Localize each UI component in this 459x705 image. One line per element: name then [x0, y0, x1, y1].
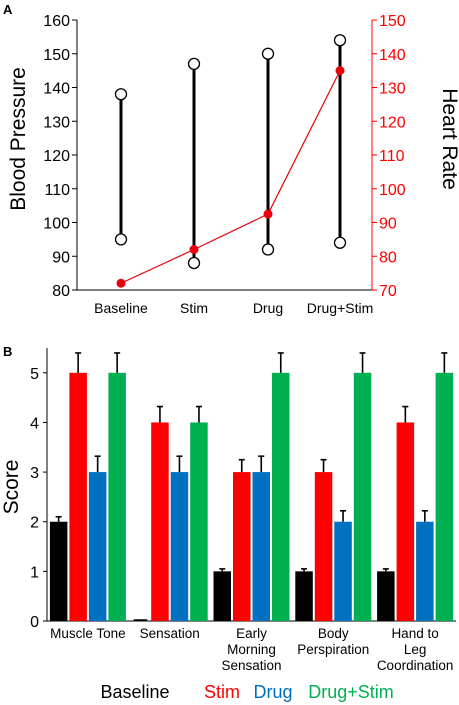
- bar-drug-stim: [272, 372, 290, 621]
- panel-b-x-tick-label: Early Morning Sensation: [221, 626, 281, 673]
- panel-a-label: A: [3, 2, 13, 17]
- bar-drug: [334, 521, 352, 621]
- panel-a-y-tick-label: 140: [43, 81, 70, 98]
- panel-b-label: B: [3, 344, 12, 359]
- panel-a-y2-tick-label: 140: [379, 47, 406, 64]
- panel-a-y2-tick-label: 150: [379, 13, 406, 30]
- panel-a-y-tick-label: 150: [43, 47, 70, 64]
- diastolic-marker: [114, 233, 128, 246]
- bar-drug: [170, 472, 189, 621]
- bar-drug: [88, 472, 107, 621]
- panel-a-y2-tick-label: 110: [379, 148, 405, 165]
- bar-drug: [416, 521, 434, 621]
- panel-b-legend: Baseline Stim Drug Drug+Stim: [100, 682, 393, 702]
- panel-a-y2-tick-label: 90: [379, 216, 397, 233]
- panel-a-x-tick-label: Baseline: [94, 300, 148, 316]
- diastolic-marker: [261, 243, 275, 256]
- panel-b-y-axis-label: Score: [0, 460, 23, 515]
- panel-a-y-tick-label: 130: [43, 114, 70, 131]
- panel-a-y-tick-label: 100: [43, 216, 70, 233]
- panel-b-y-tick-label: 0: [30, 614, 39, 631]
- heart-rate-point: [189, 245, 199, 254]
- panel-a-y-tick-label: 160: [43, 13, 70, 30]
- panel-b-x-tick-label: Hand to Leg Coordination: [377, 626, 454, 673]
- bar-baseline: [49, 521, 68, 621]
- panel-b-y-tick-label: 4: [30, 415, 39, 432]
- panel-a-y-tick-label: 90: [52, 249, 70, 266]
- bar-stim: [69, 372, 87, 621]
- blood-pressure-ranges: [114, 34, 347, 270]
- panel-a-y2-tick-label: 100: [379, 182, 406, 199]
- panel-b-y-tick-label: 1: [30, 564, 39, 581]
- heart-rate-line: [120, 70, 341, 284]
- diastolic-marker: [187, 256, 201, 270]
- panel-a-y-axis-label: Blood Pressure: [7, 67, 30, 211]
- bar-drug-stim: [108, 372, 126, 621]
- legend-entry: Drug: [253, 682, 292, 702]
- panel-b-y-tick-label: 3: [30, 465, 39, 482]
- panel-a-axes: 80 90 100 110 120 130 140 150 160 70 80 90 100 110 120…: [43, 13, 406, 316]
- systolic-marker: [333, 34, 347, 47]
- bar-drug: [252, 472, 270, 621]
- heart-rate-series: [116, 66, 345, 288]
- systolic-marker: [187, 57, 201, 71]
- panel-b-bars: [49, 352, 454, 621]
- panel-a-y-tick-label: 80: [52, 283, 70, 300]
- systolic-marker: [261, 47, 275, 60]
- systolic-marker: [114, 88, 128, 101]
- bar-stim: [396, 422, 415, 621]
- legend-entry: Stim: [204, 682, 240, 702]
- panel-b-y-tick-label: 5: [30, 366, 39, 383]
- panel-b-x-tick-label: Sensation: [140, 626, 200, 641]
- panel-a-y-tick-label: 110: [44, 182, 70, 199]
- panel-a-y2-tick-label: 130: [379, 81, 406, 98]
- legend-entry: Drug+Stim: [308, 682, 394, 702]
- panel-a: A 80 90 100 110 120 130 140 150 160 70 80 90 100 110 1…: [3, 2, 459, 316]
- panel-b-x-tick-label: Muscle Tone: [50, 626, 126, 641]
- diastolic-marker: [333, 236, 347, 249]
- heart-rate-point: [263, 209, 273, 219]
- panel-a-y-tick-label: 120: [43, 148, 70, 165]
- bar-baseline: [213, 571, 231, 621]
- bar-drug-stim: [435, 372, 454, 621]
- panel-a-y2-tick-label: 70: [379, 283, 397, 300]
- bar-drug-stim: [190, 422, 208, 621]
- legend-entry: Baseline: [100, 682, 169, 702]
- heart-rate-point: [116, 278, 126, 288]
- panel-a-y2-tick-label: 120: [379, 114, 406, 131]
- bar-stim: [151, 422, 169, 621]
- panel-a-x-tick-label: Drug+Stim: [307, 300, 374, 316]
- panel-b: B 0 1 2 3 4 5 Muscle Tone Sensation Early Mornin…: [0, 344, 456, 702]
- bar-baseline: [295, 571, 313, 621]
- bar-baseline: [377, 571, 395, 621]
- bar-stim: [233, 472, 251, 621]
- bar-drug-stim: [353, 372, 372, 621]
- panel-b-category-labels: Muscle Tone Sensation Early Morning Sensatio…: [50, 626, 453, 673]
- panel-b-y-tick-label: 2: [30, 515, 39, 532]
- panel-b-x-tick-label: Body Perspiration: [297, 626, 369, 657]
- panel-a-x-tick-label: Drug: [253, 300, 283, 316]
- panel-a-y2-axis-label: Heart Rate: [438, 88, 459, 190]
- panel-a-x-tick-label: Stim: [180, 300, 208, 316]
- bar-stim: [314, 472, 333, 621]
- panel-a-y2-tick-label: 80: [379, 249, 397, 266]
- heart-rate-point: [335, 66, 345, 76]
